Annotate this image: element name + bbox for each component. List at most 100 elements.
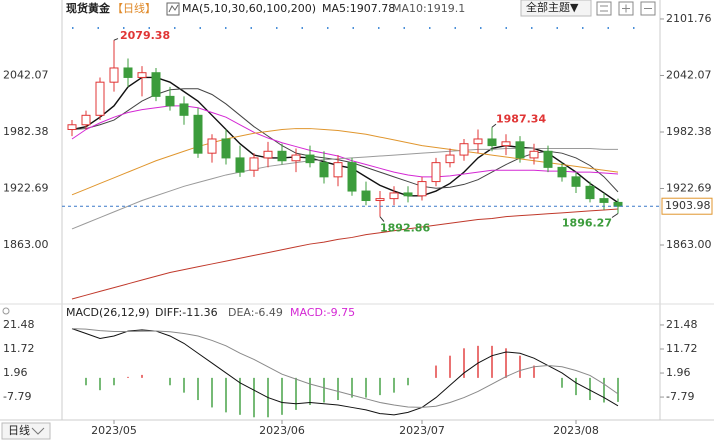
candle-body [305,154,315,164]
y-tick-label-left: 21.48 [3,318,35,331]
x-tick-label: 2023/07 [399,424,445,437]
y-tick-label-left: 1.96 [3,366,28,379]
candle-body [319,162,329,178]
candle-body [389,192,399,200]
macd-line [71,328,619,416]
candle-body [557,166,567,178]
candle-body [487,138,497,147]
period-button-label[interactable]: 日线 [8,423,30,437]
y-tick-label: 1.96 [666,366,691,379]
candle-body [123,67,133,78]
extreme-label: 1896.27 [562,217,612,230]
extreme-label: 1892.86 [380,222,430,235]
ma-line [71,88,619,193]
y-tick-label: 2042.07 [666,68,712,81]
icon-line [168,4,179,13]
y-tick-label: 1982.38 [666,125,712,138]
x-tick-label: 2023/08 [553,424,599,437]
y-tick-label-left: 11.72 [3,342,35,355]
candle-body [529,150,539,159]
candle-body [207,138,217,154]
candle-body [501,141,511,147]
y-tick-label-left: -7.79 [3,390,31,403]
candle-body [431,162,441,183]
extreme-label: 1987.34 [496,112,546,125]
period-button[interactable] [1,422,51,440]
candle-body [445,154,455,164]
ma5-value: MA5:1907.78 [322,2,395,15]
icon-box [166,2,180,16]
candle-body [585,185,595,200]
icon-settings[interactable] [596,1,612,16]
extreme-pointer [611,213,619,218]
x-tick-label: 2023/05 [91,424,137,437]
y-tick-label: -7.79 [666,390,694,403]
candle-body [109,67,119,83]
candle-body [403,192,413,197]
icon-zoom-in[interactable] [618,1,634,16]
extreme-pointer [491,123,497,128]
candle-body [543,150,553,168]
candle-body [361,190,371,202]
ma-line [71,208,619,300]
macd-value: MACD:-9.75 [290,306,355,319]
candle-body [249,157,259,171]
icon-zoom-out[interactable] [640,1,656,16]
y-tick-label: 21.48 [666,318,698,331]
indicator-label: MA(5,10,30,60,100,200) [182,2,316,15]
candle-body [221,138,231,159]
candle-body [417,181,427,197]
macd-title: MACD(26,12,9) [66,306,150,319]
candle-body [95,81,105,116]
candle-body [67,124,77,131]
macd-dea-value: DEA:-6.49 [228,306,283,319]
y-tick-label: 11.72 [666,342,698,355]
period-button-arrow [31,427,45,435]
indicator-icon[interactable] [166,2,180,16]
y-tick-label-left: 2042.07 [3,68,49,81]
extreme-label: 2079.38 [120,29,170,42]
y-tick-label: 1922.69 [666,181,712,194]
y-tick-label-left: 1922.69 [3,181,49,194]
y-tick-label: 2101.76 [666,12,712,25]
candle-body [165,95,175,107]
extreme-pointer [113,38,119,41]
candle-body [473,138,483,145]
candle-body [613,201,623,207]
candle-body [459,143,469,156]
toolbar-icons [596,1,656,16]
candle-body [179,103,189,116]
y-tick-label-left: 1863.00 [3,238,49,251]
candle-body [81,114,91,126]
macd-diff-value: DIFF:-11.36 [155,306,218,319]
candle-body [277,150,287,162]
ma-line [71,128,619,196]
theme-button-label[interactable]: 全部主题▼ [526,0,579,14]
candle-body [193,114,203,154]
candle-body [375,198,385,202]
last-price-label: 1903.98 [665,199,711,212]
last-price-box [661,197,713,215]
candle-body [151,72,161,97]
candle-body [515,141,525,159]
candle-body [291,154,301,162]
instrument-title: 现货黄金 [66,1,111,15]
candle-body [571,176,581,187]
candle-body [599,198,609,203]
candle-body [137,72,147,78]
ma10-value: MA10:1919.1 [392,2,465,15]
theme-button[interactable] [520,0,592,17]
y-tick-label-left: 1982.38 [3,125,49,138]
ma-line [71,147,618,230]
macd-line [71,328,619,408]
x-tick-label: 2023/06 [259,424,305,437]
candle-body [347,162,357,192]
panel-icon[interactable] [2,307,10,315]
candle-body [333,162,343,178]
period-label: 【日线】 [112,1,156,15]
candle-body [235,157,245,173]
y-tick-label: 1863.00 [666,238,712,251]
candle-body [263,150,273,159]
